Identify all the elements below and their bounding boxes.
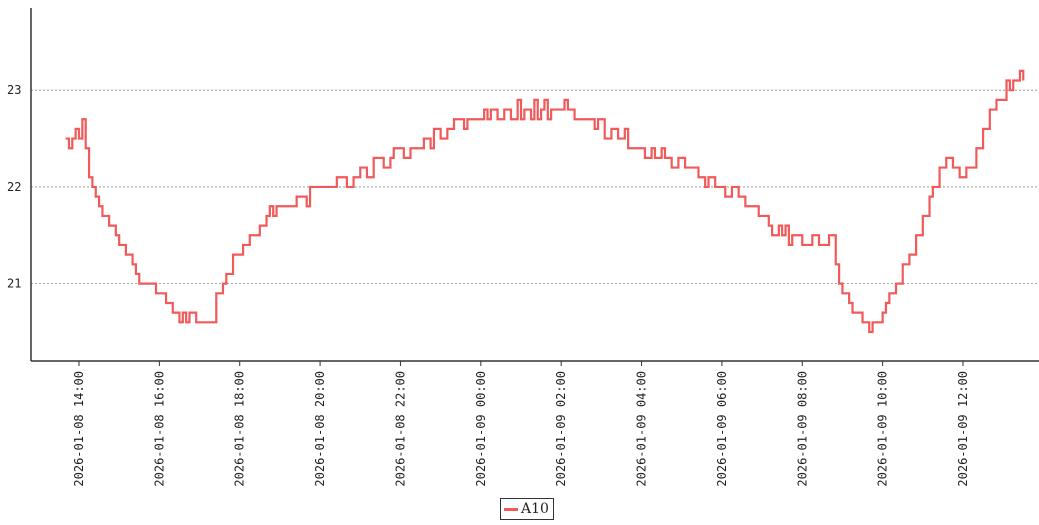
- x-tick-label: 2026-01-09 00:00: [474, 371, 488, 487]
- series-line-a10: [65, 69, 1025, 334]
- grid-lines: [31, 89, 1039, 285]
- legend-swatch-a10: [504, 507, 518, 511]
- x-tick-label: 2026-01-08 20:00: [313, 371, 327, 487]
- axes: [30, 8, 1039, 362]
- legend-label-a10: A10: [521, 501, 549, 517]
- legend: A10: [500, 498, 554, 520]
- x-tick-label: 2026-01-08 14:00: [72, 371, 86, 487]
- y-tick-label: 23: [7, 83, 21, 97]
- x-tick-label: 2026-01-09 12:00: [956, 371, 970, 487]
- x-ticks: 2026-01-08 14:00 2026-01-08 16:00 2026-01-…: [72, 361, 970, 487]
- x-tick-label: 2026-01-09 02:00: [554, 371, 568, 487]
- y-tick-label: 22: [7, 180, 21, 194]
- y-ticks: 21 22 23: [7, 83, 21, 290]
- x-tick-label: 2026-01-09 08:00: [795, 371, 809, 487]
- x-tick-label: 2026-01-09 06:00: [715, 371, 729, 487]
- x-tick-label: 2026-01-08 18:00: [233, 371, 247, 487]
- x-tick-label: 2026-01-08 16:00: [152, 371, 166, 487]
- y-tick-label: 21: [7, 277, 21, 291]
- x-tick-label: 2026-01-08 22:00: [393, 371, 407, 487]
- x-tick-label: 2026-01-09 10:00: [876, 371, 890, 487]
- series: [65, 69, 1025, 334]
- x-tick-label: 2026-01-09 04:00: [635, 371, 649, 487]
